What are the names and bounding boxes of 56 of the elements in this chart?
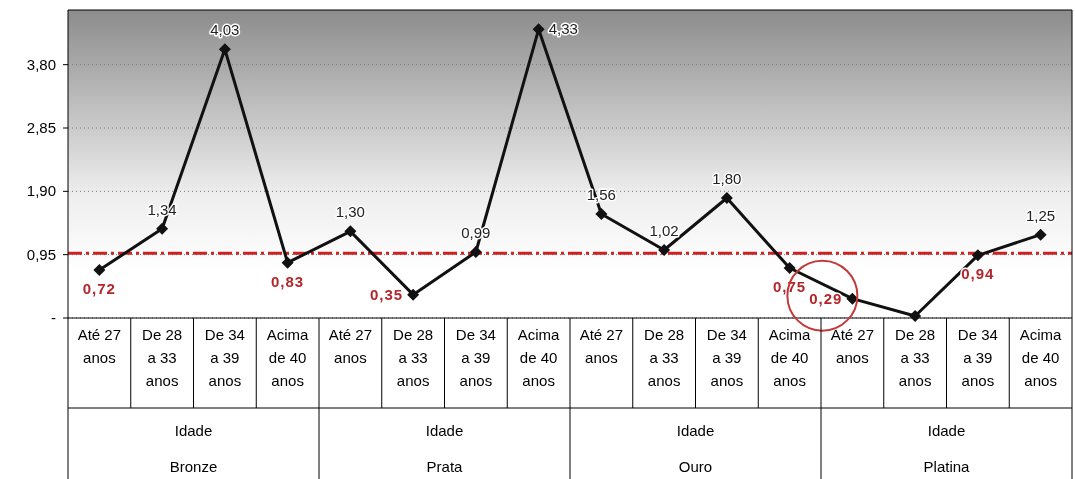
x-tick-label: Até 27 anos [830,326,875,366]
x-tick-label: De 34 a 39 anos [957,326,998,389]
point [218,43,231,56]
data-label: 0,72 [82,280,116,297]
point [846,292,859,305]
x-tick-label: Acima de 40 anos [517,326,561,389]
text: Platina [923,458,971,475]
point [658,244,671,256]
point [469,246,482,258]
y-tick-label: - [51,309,56,326]
data-label: 1,80 [712,170,742,187]
point [909,310,922,322]
data-label: 0,83 [271,272,305,290]
text: Idade [676,422,715,439]
x-tick-label: Até 27 anos [77,326,122,366]
y-tick-label: 1,90 [26,182,56,200]
text: Idade [927,422,966,439]
x-tick-label: Até 27 anos [579,326,624,366]
data-label: 1,02 [649,222,679,239]
point [783,262,796,274]
point [971,249,984,262]
y-tick-label: 2,85 [26,119,56,136]
x-tick-label: De 34 a 39 anos [706,326,747,389]
x-tick-label: Até 27 anos [328,326,373,366]
text: Ouro [678,458,713,475]
data-label: 0,94 [961,265,995,283]
point [407,288,420,301]
x-tick-label: Acima de 40 anos [768,326,812,389]
x-tick-label: De 28 a 33 anos [895,326,936,389]
point [1034,228,1047,241]
x-tick-label: De 34 a 39 anos [455,326,496,389]
point [720,192,733,204]
text: Idade [174,422,213,439]
data-label: 0,35 [369,285,404,303]
x-tick-label: De 28 a 33 anos [644,326,685,389]
text: Prata [426,458,464,475]
text: Bronze [169,458,218,475]
data-label: 1,25 [1026,206,1056,224]
y-tick-label: 3,80 [26,55,56,73]
x-tick-label: Acima de 40 anos [1019,326,1063,389]
point [93,264,106,276]
x-tick-label: Acima de 40 anos [266,326,310,389]
point [281,256,294,269]
data-label: 1,30 [335,203,365,221]
data-label: 4,33 [548,20,578,38]
x-tick-label: De 34 a 39 anos [204,326,245,389]
x-tick-label: De 28 a 33 anos [393,326,434,389]
y-tick-label: 0,95 [26,245,56,263]
data-label: 4,03 [210,21,240,39]
point [532,23,545,36]
data-label: 0,29 [809,289,843,307]
point [344,225,357,238]
x-tick-label: De 28 a 33 anos [142,326,183,389]
text: Idade [425,422,464,439]
point [595,208,608,220]
point [156,222,169,235]
